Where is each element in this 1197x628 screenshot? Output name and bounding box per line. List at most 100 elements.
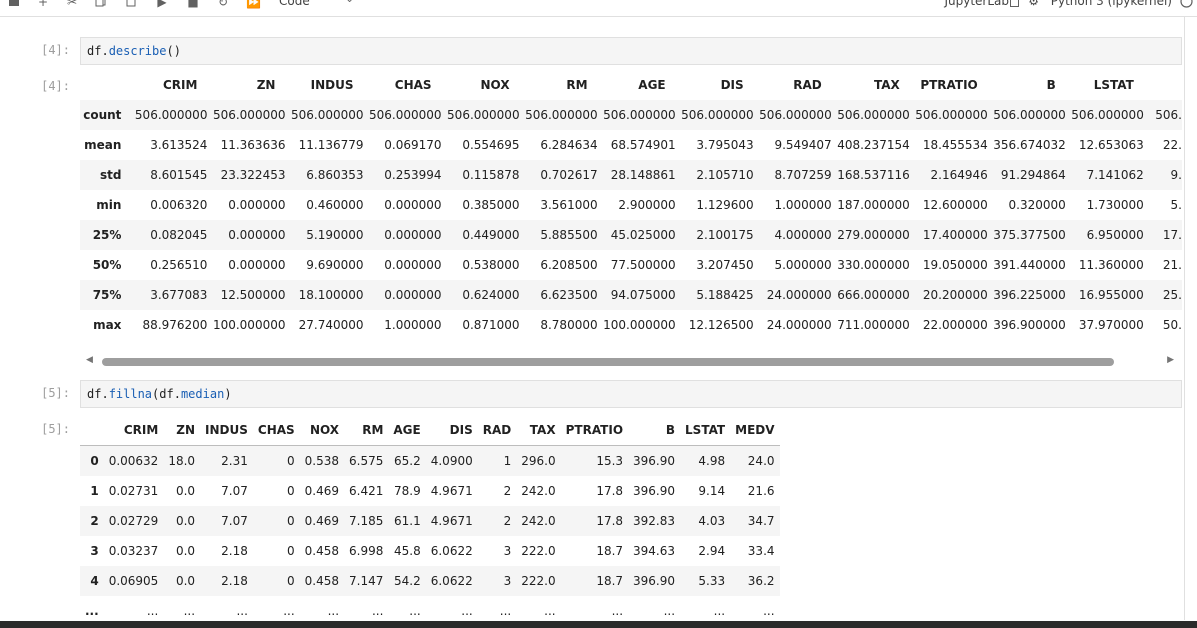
column-header: CHAS	[252, 415, 300, 446]
notebook-toolbar: + ✂ ▶ ■ ↻ ⏩ Code ⌄ JupyterLab ⚙ Python 3…	[0, 0, 1197, 17]
code-args-open: (df.	[152, 387, 181, 401]
column-header: TAX	[873, 78, 900, 92]
table-cell: 0.458	[304, 574, 340, 588]
table-cell: ...	[327, 604, 340, 618]
table-cell: 6.950000	[1086, 228, 1144, 242]
scroll-left-icon[interactable]: ◀	[86, 355, 93, 365]
table-cell: 24.000000	[766, 288, 832, 302]
column-header: ZN	[163, 415, 201, 446]
table-cell: 37.970000	[1078, 318, 1144, 332]
describe-table: CRIM ZN INDUS CHAS NOX RM AGE DIS RAD TAX PTRATIO B…	[80, 70, 1182, 340]
save-icon[interactable]	[7, 0, 21, 9]
table-cell: 168.537116	[837, 168, 910, 182]
column-header	[1144, 70, 1182, 100]
code-input[interactable]: df.describe()	[80, 37, 1182, 65]
row-label: ...	[85, 604, 99, 618]
table-cell: 18.7	[596, 544, 624, 558]
code-input[interactable]: df.fillna(df.median)	[80, 380, 1182, 408]
scrollbar-thumb[interactable]	[102, 358, 1114, 366]
table-cell: 296.0	[521, 454, 556, 468]
table-cell: 22.000000	[922, 318, 988, 332]
table-cell: 0.000000	[384, 258, 442, 272]
table-cell: 356.674032	[993, 138, 1066, 152]
copy-icon[interactable]	[94, 0, 108, 9]
table-cell: 8.707259	[774, 168, 832, 182]
table-cell: 0.702617	[540, 168, 598, 182]
table-cell: 68.574901	[610, 138, 676, 152]
table-cell: 21.6	[747, 484, 775, 498]
table-cell: 0.460000	[306, 198, 364, 212]
table-cell: 23.322453	[220, 168, 286, 182]
table-cell: ...	[461, 604, 473, 618]
table-cell: 24.000000	[766, 318, 832, 332]
table-cell: 242.0	[521, 514, 556, 528]
table-cell: 18.455534	[922, 138, 988, 152]
code-method: describe	[108, 44, 167, 58]
table-cell: 9.	[1170, 168, 1182, 182]
table-cell: 0.871000	[462, 318, 520, 332]
table-cell: 2.100175	[696, 228, 754, 242]
vertical-scrollbar-track[interactable]	[1184, 16, 1185, 620]
column-header: RAD	[477, 415, 517, 446]
row-label: count	[83, 108, 122, 122]
table-row: max 88.976200 100.000000 27.740000 1.000000 0…	[80, 310, 1182, 340]
kernel-name[interactable]: Python 3 (ipykernel)	[1050, 0, 1172, 8]
input-prompt: [4]:	[41, 43, 70, 57]
cut-icon[interactable]: ✂	[66, 0, 78, 9]
table-cell: 1.730000	[1086, 198, 1144, 212]
table-cell: 22.	[1162, 138, 1182, 152]
column-header: NOX	[480, 78, 510, 92]
table-cell: 2.18	[221, 544, 248, 558]
fillna-header-row: CRIM ZN INDUS CHAS NOX RM AGE DIS RAD TAX PTRATIO B…	[80, 415, 780, 446]
table-cell: 36.2	[747, 574, 775, 588]
table-cell: 5.	[1170, 198, 1182, 212]
run-icon[interactable]: ▶	[157, 0, 167, 9]
workspace-label[interactable]: JupyterLab	[944, 0, 1009, 8]
restart-icon[interactable]: ↻	[217, 0, 229, 9]
table-cell: 3.795043	[696, 138, 754, 152]
fillna-corner	[80, 415, 104, 446]
column-header: LSTAT	[680, 415, 731, 446]
add-icon[interactable]: +	[37, 0, 49, 9]
table-cell: ...	[409, 604, 421, 618]
table-cell: 0.385000	[462, 198, 520, 212]
table-cell: 5.190000	[306, 228, 364, 242]
table-cell: 6.0622	[430, 544, 473, 558]
table-cell: 506.000000	[993, 108, 1066, 122]
fast-forward-icon[interactable]: ⏩	[246, 0, 261, 9]
cell-type-select[interactable]: Code	[279, 0, 310, 8]
kernel-status-icon	[1180, 0, 1193, 11]
stop-icon[interactable]: ■	[187, 0, 199, 9]
column-header: INDUS	[200, 415, 253, 446]
table-cell: 0.000000	[228, 228, 286, 242]
horizontal-scrollbar[interactable]: ◀ ▶	[80, 354, 1182, 370]
bug-icon[interactable]: ⚙	[1028, 0, 1039, 8]
table-cell: 222.0	[521, 544, 556, 558]
scroll-right-icon[interactable]: ▶	[1167, 355, 1174, 365]
row-label: min	[96, 198, 122, 212]
table-cell: 9.14	[698, 484, 726, 498]
row-label: 50%	[92, 258, 122, 272]
paste-icon[interactable]	[124, 0, 138, 9]
table-cell: 506.000000	[290, 108, 364, 122]
table-cell: 0.449000	[462, 228, 520, 242]
table-cell: 0.256510	[150, 258, 208, 272]
table-cell: ...	[146, 604, 159, 618]
workspace-icon	[1010, 0, 1019, 10]
table-cell: 4.000000	[774, 228, 832, 242]
table-cell: 0.458	[304, 544, 340, 558]
table-cell: 0.082045	[150, 228, 208, 242]
chevron-down-icon[interactable]: ⌄	[345, 0, 354, 5]
table-cell: 506.000000	[134, 108, 208, 122]
fillna-output: CRIM ZN INDUS CHAS NOX RM AGE DIS RAD TAX PTRATIO B…	[80, 415, 790, 621]
table-cell: 3.561000	[540, 198, 598, 212]
table-cell: 5.885500	[540, 228, 598, 242]
table-cell: 9.690000	[306, 258, 364, 272]
table-cell: 506.000000	[1071, 108, 1144, 122]
table-cell: 2	[503, 514, 512, 528]
table-cell: 4.98	[698, 454, 726, 468]
column-header: PTRATIO	[920, 78, 978, 92]
table-row: 4 0.06905 0.0 2.18 0 0.458 7.147 54.2 6.0622 3 222…	[80, 566, 780, 596]
table-cell: 1.129600	[696, 198, 754, 212]
table-cell: 34.7	[747, 514, 775, 528]
